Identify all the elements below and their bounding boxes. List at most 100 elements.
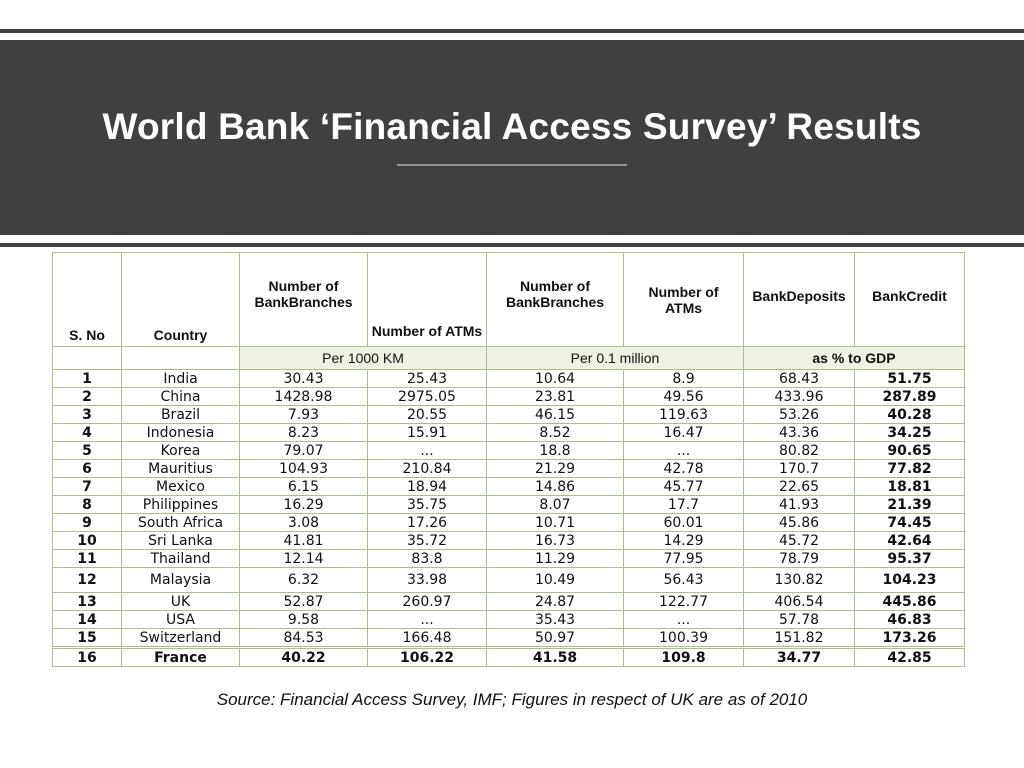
cell-sno: 1 bbox=[52, 369, 122, 388]
header-branches-pop: Number of BankBranches bbox=[486, 252, 624, 347]
bottom-rule bbox=[0, 243, 1024, 247]
cell-credit: 46.83 bbox=[854, 610, 965, 629]
cell-sno: 11 bbox=[52, 549, 122, 568]
cell-credit: 90.65 bbox=[854, 441, 965, 460]
table-row: 15 Switzerland 84.53 166.48 50.97 100.39 151.8… bbox=[52, 628, 965, 648]
header-atms-km: Number of ATMs bbox=[367, 252, 487, 347]
cell-branches-pop: 16.73 bbox=[486, 531, 624, 550]
cell-credit: 21.39 bbox=[854, 495, 965, 514]
cell-branches-km: 9.58 bbox=[239, 610, 368, 629]
cell-country: Switzerland bbox=[121, 628, 240, 648]
cell-branches-km: 104.93 bbox=[239, 459, 368, 478]
cell-branches-pop: 18.8 bbox=[486, 441, 624, 460]
cell-branches-pop: 10.71 bbox=[486, 513, 624, 532]
cell-branches-pop: 23.81 bbox=[486, 387, 624, 406]
cell-credit: 51.75 bbox=[854, 369, 965, 388]
header-credit-label: BankCredit bbox=[872, 287, 947, 304]
cell-branches-km: 52.87 bbox=[239, 592, 368, 611]
header-sno-label: S. No bbox=[69, 327, 105, 343]
cell-atms-km: 210.84 bbox=[367, 459, 487, 478]
cell-credit: 18.81 bbox=[854, 477, 965, 496]
title-banner bbox=[0, 40, 1024, 235]
cell-branches-pop: 8.07 bbox=[486, 495, 624, 514]
cell-deposits: 130.82 bbox=[743, 567, 855, 593]
cell-sno: 4 bbox=[52, 423, 122, 442]
cell-country: Malaysia bbox=[121, 567, 240, 593]
cell-branches-pop: 41.58 bbox=[486, 646, 624, 667]
cell-country: Mauritius bbox=[121, 459, 240, 478]
cell-atms-km: 260.97 bbox=[367, 592, 487, 611]
cell-sno: 6 bbox=[52, 459, 122, 478]
cell-credit: 74.45 bbox=[854, 513, 965, 532]
cell-branches-km: 79.07 bbox=[239, 441, 368, 460]
units-gdp: as % to GDP bbox=[743, 346, 965, 370]
top-rule bbox=[0, 29, 1024, 33]
cell-country: India bbox=[121, 369, 240, 388]
cell-branches-pop: 50.97 bbox=[486, 628, 624, 648]
cell-atms-pop: 8.9 bbox=[623, 369, 744, 388]
header-credit: BankCredit bbox=[854, 252, 965, 347]
cell-atms-pop: 100.39 bbox=[623, 628, 744, 648]
header-atms-pop: Number of ATMs bbox=[623, 252, 744, 347]
cell-sno: 3 bbox=[52, 405, 122, 424]
table-row: 9 South Africa 3.08 17.26 10.71 60.01 45.86 74.… bbox=[52, 513, 965, 532]
cell-sno: 7 bbox=[52, 477, 122, 496]
cell-branches-km: 41.81 bbox=[239, 531, 368, 550]
cell-atms-pop: 17.7 bbox=[623, 495, 744, 514]
units-per-pop: Per 0.1 million bbox=[486, 346, 744, 370]
cell-branches-km: 6.32 bbox=[239, 567, 368, 593]
cell-sno: 12 bbox=[52, 567, 122, 593]
cell-branches-pop: 46.15 bbox=[486, 405, 624, 424]
cell-credit: 77.82 bbox=[854, 459, 965, 478]
cell-deposits: 68.43 bbox=[743, 369, 855, 388]
cell-atms-pop: 109.8 bbox=[623, 646, 744, 667]
cell-atms-pop: 122.77 bbox=[623, 592, 744, 611]
cell-credit: 40.28 bbox=[854, 405, 965, 424]
cell-credit: 104.23 bbox=[854, 567, 965, 593]
cell-deposits: 170.7 bbox=[743, 459, 855, 478]
cell-sno: 2 bbox=[52, 387, 122, 406]
cell-branches-km: 40.22 bbox=[239, 646, 368, 667]
cell-atms-km: 17.26 bbox=[367, 513, 487, 532]
cell-branches-pop: 35.43 bbox=[486, 610, 624, 629]
title-underline bbox=[397, 164, 627, 166]
cell-country: Indonesia bbox=[121, 423, 240, 442]
cell-deposits: 433.96 bbox=[743, 387, 855, 406]
header-branches-km: Number of BankBranches bbox=[239, 252, 368, 347]
cell-sno: 15 bbox=[52, 628, 122, 648]
header-atms-pop-label: Number of ATMs bbox=[648, 283, 719, 316]
cell-country: UK bbox=[121, 592, 240, 611]
cell-sno: 5 bbox=[52, 441, 122, 460]
page-title: World Bank ‘Financial Access Survey’ Res… bbox=[102, 106, 922, 147]
table-body: 1 India 30.43 25.43 10.64 8.9 68.43 51.75 2 China… bbox=[52, 369, 965, 667]
units-row: Per 1000 KM Per 0.1 million as % to GDP bbox=[52, 346, 965, 370]
cell-sno: 10 bbox=[52, 531, 122, 550]
cell-country: France bbox=[121, 646, 240, 667]
cell-atms-km: 20.55 bbox=[367, 405, 487, 424]
table-row: 3 Brazil 7.93 20.55 46.15 119.63 53.26 40.28 bbox=[52, 405, 965, 424]
table-row: 8 Philippines 16.29 35.75 8.07 17.7 41.93 21.39 bbox=[52, 495, 965, 514]
cell-sno: 8 bbox=[52, 495, 122, 514]
cell-atms-km: 25.43 bbox=[367, 369, 487, 388]
cell-country: Thailand bbox=[121, 549, 240, 568]
cell-branches-pop: 10.49 bbox=[486, 567, 624, 593]
cell-sno: 13 bbox=[52, 592, 122, 611]
cell-deposits: 45.72 bbox=[743, 531, 855, 550]
cell-country: Sri Lanka bbox=[121, 531, 240, 550]
cell-country: China bbox=[121, 387, 240, 406]
cell-deposits: 57.78 bbox=[743, 610, 855, 629]
cell-branches-km: 3.08 bbox=[239, 513, 368, 532]
cell-atms-km: 18.94 bbox=[367, 477, 487, 496]
cell-atms-pop: 45.77 bbox=[623, 477, 744, 496]
cell-atms-pop: 16.47 bbox=[623, 423, 744, 442]
header-branches-pop-label: Number of BankBranches bbox=[505, 278, 605, 310]
table-row: 11 Thailand 12.14 83.8 11.29 77.95 78.79 95.37 bbox=[52, 549, 965, 568]
cell-credit: 42.85 bbox=[854, 646, 965, 667]
cell-atms-pop: 42.78 bbox=[623, 459, 744, 478]
cell-branches-km: 84.53 bbox=[239, 628, 368, 648]
cell-country: Mexico bbox=[121, 477, 240, 496]
cell-deposits: 43.36 bbox=[743, 423, 855, 442]
header-sno: S. No bbox=[52, 252, 122, 347]
cell-branches-km: 8.23 bbox=[239, 423, 368, 442]
table-row: 13 UK 52.87 260.97 24.87 122.77 406.54 445.86 bbox=[52, 592, 965, 611]
